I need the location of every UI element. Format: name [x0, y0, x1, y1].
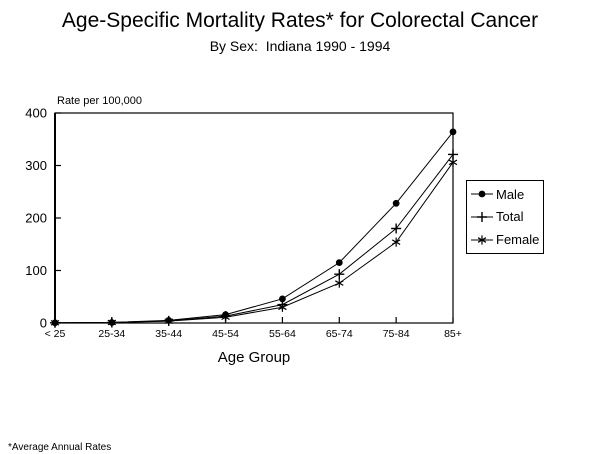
legend-item-total: Total: [470, 210, 540, 224]
svg-text:400: 400: [25, 106, 47, 121]
svg-text:200: 200: [25, 211, 47, 226]
legend-item-female: Female: [470, 233, 540, 247]
svg-text:25-34: 25-34: [98, 328, 125, 340]
y-axis-title: Rate per 100,000: [57, 95, 143, 107]
male-filled-circle-icon: [471, 190, 493, 198]
svg-text:0: 0: [40, 316, 47, 331]
female-asterisk-icon: [471, 235, 493, 245]
svg-text:85+: 85+: [444, 328, 462, 340]
svg-text:< 25: < 25: [45, 328, 66, 340]
legend-label-total: Total: [496, 209, 524, 225]
legend-item-male: Male: [470, 187, 540, 201]
svg-text:45-54: 45-54: [212, 328, 239, 340]
svg-text:300: 300: [25, 158, 47, 173]
total-plus-icon: [471, 211, 493, 222]
svg-text:55-64: 55-64: [269, 328, 296, 340]
x-axis-title: Age Group: [217, 349, 291, 366]
svg-text:100: 100: [25, 263, 47, 278]
chart-title: Age-Specific Mortality Rates* for Colore…: [61, 9, 539, 32]
legend: Male Total Female: [466, 180, 544, 254]
svg-text:65-74: 65-74: [326, 328, 353, 340]
svg-text:35-44: 35-44: [155, 328, 182, 340]
legend-label-female: Female: [496, 232, 540, 248]
footnotes: *Average Annual Rates Source: CDC Wonder…: [8, 415, 143, 454]
legend-label-male: Male: [496, 186, 525, 202]
chart-subtitle: By Sex: Indiana 1990 - 1994: [209, 38, 391, 54]
footnote-average-annual-rates: *Average Annual Rates: [8, 442, 112, 453]
svg-text:75-84: 75-84: [383, 328, 410, 340]
